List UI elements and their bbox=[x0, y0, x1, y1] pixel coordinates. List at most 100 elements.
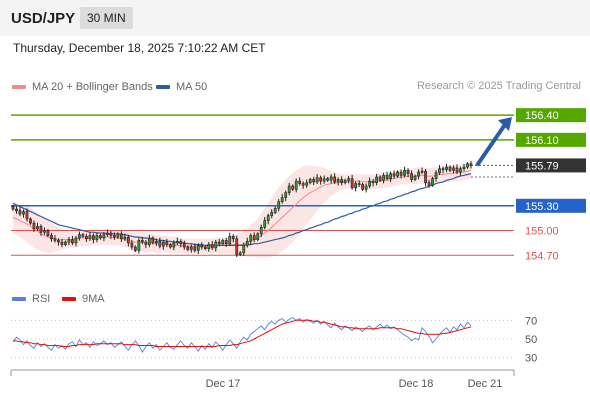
candle-body bbox=[165, 241, 169, 245]
candle-body bbox=[424, 170, 427, 184]
candle-body bbox=[15, 208, 18, 212]
candle-body bbox=[78, 234, 81, 239]
candle-body bbox=[210, 244, 214, 249]
current-price-label: 155.79 bbox=[525, 160, 559, 172]
candle-body bbox=[266, 215, 270, 221]
candle-body bbox=[203, 246, 207, 249]
candle-body bbox=[368, 180, 371, 187]
candle-body bbox=[102, 234, 106, 239]
candle-body bbox=[455, 167, 459, 173]
candle-body bbox=[46, 230, 50, 236]
candle-body bbox=[284, 192, 288, 198]
legend-ma20: MA 20 + Bollinger Bands bbox=[12, 80, 153, 94]
candle-body bbox=[350, 178, 354, 188]
candle-body bbox=[403, 170, 406, 176]
legend-ma50: MA 50 bbox=[156, 80, 207, 94]
level-tag-0 bbox=[516, 108, 586, 123]
candle-body bbox=[462, 166, 466, 170]
symbol-label: USD/JPY bbox=[11, 10, 76, 27]
candle-body bbox=[123, 236, 127, 240]
candle-body bbox=[434, 172, 438, 179]
candle-body bbox=[270, 212, 274, 217]
candle-body bbox=[322, 178, 326, 182]
candle-body bbox=[154, 240, 158, 244]
candle-body bbox=[64, 241, 67, 245]
candle-body bbox=[231, 236, 235, 240]
candle-body bbox=[53, 238, 57, 241]
candle-body bbox=[238, 252, 242, 255]
candle-body bbox=[228, 236, 232, 245]
candle-body bbox=[259, 226, 263, 235]
candle-body bbox=[235, 238, 239, 255]
candle-body bbox=[99, 235, 102, 239]
candle-body bbox=[88, 235, 92, 240]
candle-body bbox=[158, 240, 162, 247]
candle-body bbox=[364, 185, 368, 190]
candle-body bbox=[273, 207, 277, 213]
candle-body bbox=[193, 246, 197, 251]
candle-body bbox=[298, 180, 302, 184]
candle-body bbox=[452, 167, 455, 171]
candle-body bbox=[357, 183, 361, 185]
candle-body bbox=[382, 175, 385, 181]
candle-body bbox=[389, 173, 392, 179]
candle-body bbox=[445, 166, 448, 170]
candle-body bbox=[182, 243, 186, 248]
forecast-arrow-shaft bbox=[475, 122, 508, 167]
candle-body bbox=[161, 241, 165, 247]
x-axis-label-1: Dec 18 bbox=[399, 378, 434, 390]
candle-body bbox=[116, 233, 120, 238]
candle-body bbox=[18, 210, 22, 215]
rsi-line bbox=[12, 316, 472, 354]
candle-body bbox=[361, 184, 365, 190]
legend-ma20-label: MA 20 + Bollinger Bands bbox=[32, 81, 153, 93]
candle-body bbox=[140, 240, 144, 243]
level-tag-2 bbox=[516, 198, 586, 213]
candle-body bbox=[144, 241, 148, 245]
candle-body bbox=[81, 234, 85, 237]
candle-body bbox=[438, 168, 441, 174]
timeframe-button[interactable]: 30 MIN bbox=[80, 7, 133, 29]
candle-body bbox=[221, 240, 225, 245]
bollinger-band bbox=[13, 162, 471, 258]
candle-body bbox=[340, 179, 344, 184]
research-credit: Research © 2025 Trading Central bbox=[416, 80, 581, 92]
candle-body bbox=[277, 201, 281, 209]
candle-body bbox=[336, 179, 340, 183]
level-label-4: 154.70 bbox=[525, 250, 559, 262]
candle-body bbox=[326, 178, 330, 181]
candle-body bbox=[130, 242, 134, 248]
candle-body bbox=[441, 168, 445, 171]
candle-body bbox=[413, 175, 417, 180]
candle-body bbox=[249, 235, 253, 242]
candle-body bbox=[399, 171, 403, 176]
legend-rsi-label: RSI bbox=[32, 293, 51, 305]
level-label-2: 155.30 bbox=[525, 201, 559, 213]
candle-body bbox=[459, 168, 462, 173]
legend-ma20-swatch bbox=[12, 85, 26, 90]
candle-body bbox=[126, 236, 130, 244]
candle-body bbox=[431, 178, 434, 186]
candle-body bbox=[392, 173, 396, 177]
candle-body bbox=[280, 197, 284, 202]
candle-body bbox=[32, 222, 36, 230]
rsi-tick-70: 70 bbox=[525, 315, 537, 327]
candle-body bbox=[417, 171, 420, 177]
legend-9ma: 9MA bbox=[62, 292, 105, 306]
candle-body bbox=[343, 179, 347, 184]
candle-body bbox=[319, 177, 323, 182]
candle-body bbox=[406, 170, 410, 174]
candle-body bbox=[256, 233, 260, 240]
candle-body bbox=[50, 235, 53, 240]
candle-body bbox=[25, 211, 29, 220]
candle-body bbox=[39, 226, 43, 233]
candle-body bbox=[22, 211, 25, 215]
candle-body bbox=[113, 235, 116, 238]
candle-body bbox=[36, 226, 39, 230]
candle-body bbox=[245, 240, 249, 246]
legend-9ma-label: 9MA bbox=[82, 293, 105, 305]
candle-body bbox=[71, 239, 74, 244]
candle-body bbox=[109, 232, 113, 236]
timestamp: Thursday, December 18, 2025 7:10:22 AM C… bbox=[13, 41, 266, 55]
